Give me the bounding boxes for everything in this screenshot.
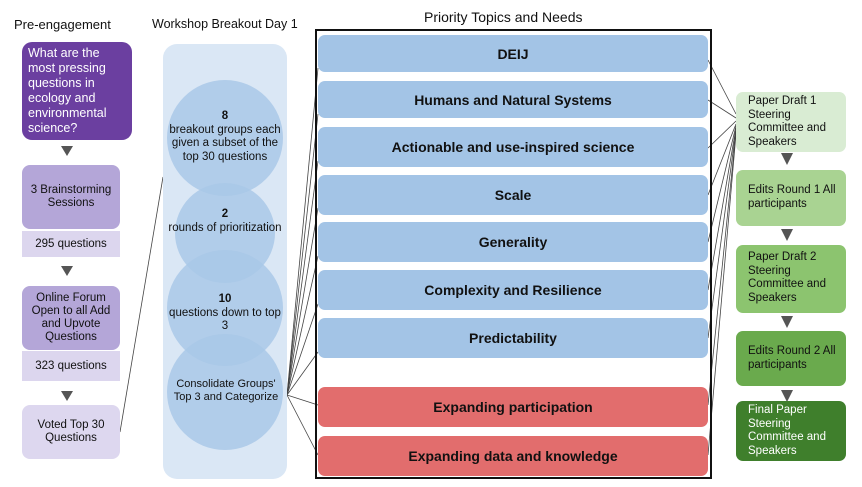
workshop-circle-3 (167, 250, 283, 366)
connector-consolidate-topic-3 (286, 160, 319, 396)
output-final-paper: Final Paper Steering Committee and Speak… (736, 401, 846, 461)
pre-question-box: What are the most pressing questions in … (22, 42, 132, 140)
connector-consolidate-topic-2 (286, 113, 319, 396)
pre-engagement-header: Pre-engagement (14, 17, 111, 32)
topic-complexity-resilience: Complexity and Resilience (318, 270, 708, 310)
connector-consolidate-topic-9 (286, 394, 319, 456)
chevron-output-3 (781, 316, 793, 328)
chevron-output-4 (781, 390, 793, 402)
connector-topic-5-draft (707, 125, 737, 243)
count-323-box: 323 questions (22, 351, 120, 381)
topic-expanding-participation: Expanding participation (318, 387, 708, 427)
output-paper-draft-2: Paper Draft 2 Steering Committee and Spe… (736, 245, 846, 313)
workshop-step-2-text: rounds of prioritization (168, 221, 282, 234)
workshop-circle-1 (167, 80, 283, 196)
topic-predictability: Predictability (318, 318, 708, 358)
workshop-step-1: 8 breakout groups each given a subset of… (165, 110, 285, 164)
workshop-step-2-num: 2 (221, 208, 229, 220)
chevron-pre-1 (61, 146, 73, 156)
topic-expanding-data-knowledge: Expanding data and knowledge (318, 436, 708, 476)
workshop-step-2: 2 rounds of prioritization (165, 208, 285, 235)
chevron-output-1 (781, 153, 793, 165)
connector-consolidate-topic-8 (286, 394, 319, 406)
priority-header: Priority Topics and Needs (424, 9, 583, 25)
output-paper-draft-1: Paper Draft 1 Steering Committee and Spe… (736, 92, 846, 152)
output-edits-round-1: Edits Round 1 All participants (736, 170, 846, 226)
workshop-step-3: 10 questions down to top 3 (165, 293, 285, 334)
chevron-pre-2 (61, 266, 73, 276)
count-295-box: 295 questions (22, 231, 120, 257)
connector-consolidate-topic-6 (286, 303, 319, 396)
connector-topic-4-draft (707, 123, 737, 196)
topic-humans-natural-systems: Humans and Natural Systems (318, 81, 708, 118)
connector-consolidate-topic-5 (286, 255, 319, 396)
connector-voted-to-workshop (119, 176, 164, 433)
brainstorm-box: 3 Brainstorming Sessions (22, 165, 120, 229)
chevron-output-2 (781, 229, 793, 241)
workshop-circles (167, 80, 283, 450)
output-edits-round-2: Edits Round 2 All participants (736, 331, 846, 386)
topic-actionable-science: Actionable and use-inspired science (318, 127, 708, 167)
topic-deij: DEIJ (318, 35, 708, 72)
topic-scale: Scale (318, 175, 708, 215)
connector-topic-1-draft (707, 59, 737, 115)
connector-topic-8-draft (707, 131, 737, 406)
workshop-circle-4 (167, 334, 283, 450)
connector-topic-3-draft (707, 120, 737, 149)
connector-consolidate-topic-7 (286, 351, 319, 396)
voted-top-30-box: Voted Top 30 Questions (22, 405, 120, 459)
connector-consolidate-topic-4 (286, 207, 319, 396)
connector-topic-7-draft (707, 129, 737, 339)
online-forum-box: Online Forum Open to all Add and Upvote … (22, 286, 120, 350)
workshop-step-3-text: questions down to top 3 (169, 306, 281, 333)
workshop-step-1-text: breakout groups each given a subset of t… (169, 123, 281, 163)
chevron-pre-3 (61, 391, 73, 401)
workshop-step-3-num: 10 (218, 293, 232, 305)
workshop-step-4-text: Consolidate Groups' Top 3 and Categorize (173, 378, 279, 403)
connector-topic-6-draft (707, 127, 737, 291)
connector-consolidate-topic-1 (286, 67, 319, 396)
connector-topic-2-draft (707, 99, 737, 119)
priority-frame (315, 29, 712, 479)
topic-generality: Generality (318, 222, 708, 262)
workshop-header: Workshop Breakout Day 1 (152, 17, 298, 31)
workshop-step-1-num: 8 (221, 110, 229, 122)
connector-topic-9-draft (707, 133, 737, 456)
